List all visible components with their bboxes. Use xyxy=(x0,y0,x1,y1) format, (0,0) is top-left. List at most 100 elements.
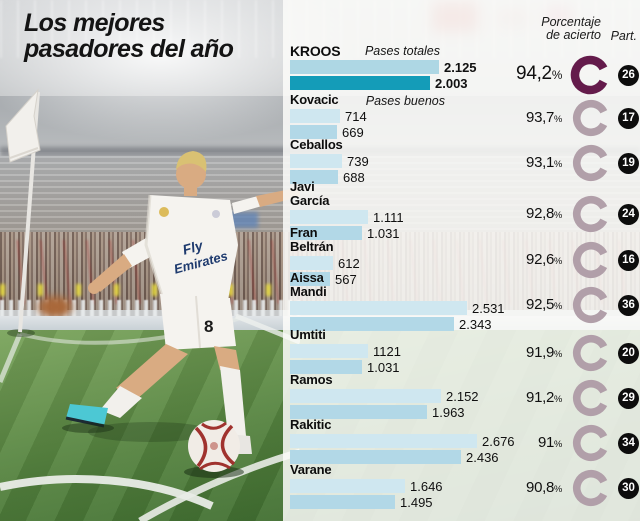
participation-badge: 36 xyxy=(618,294,639,316)
accuracy-number: 90,8 xyxy=(526,479,555,496)
total-passes-value: 2.676 xyxy=(482,433,515,449)
player-row: Umtiti 1121 1.031 91,9% 20 xyxy=(290,328,640,388)
accuracy-ring-icon xyxy=(572,99,610,137)
participation-badge: 30 xyxy=(618,477,639,499)
good-passes-bar xyxy=(290,125,337,139)
player-name: García xyxy=(290,193,330,208)
accuracy-number: 91,9 xyxy=(526,344,555,361)
good-passes-line: 2.003 xyxy=(290,75,640,91)
hair xyxy=(176,151,207,172)
accuracy-value: 92,5% xyxy=(452,296,562,313)
accuracy-ring-icon xyxy=(572,286,610,324)
total-passes-value: 1121 xyxy=(373,343,401,359)
total-passes-line: 1121 xyxy=(290,343,640,359)
player-name-block: Rakitic xyxy=(290,418,640,432)
accuracy-ring-icon xyxy=(570,55,610,95)
accuracy-ring-icon xyxy=(572,334,610,372)
good-passes-value: 2.003 xyxy=(435,75,468,91)
total-passes-line: 2.125 xyxy=(290,59,640,75)
total-passes-line: 2.531 xyxy=(290,301,640,316)
total-passes-bar xyxy=(290,344,368,358)
participation-badge: 19 xyxy=(618,152,639,174)
player-name: Kovacic xyxy=(290,92,339,107)
player-name: Rakitic xyxy=(290,417,332,432)
ball xyxy=(184,420,244,478)
accuracy-value: 92,6% xyxy=(452,251,562,268)
accuracy-number: 92,6 xyxy=(526,251,555,268)
participation-badge: 34 xyxy=(618,432,639,454)
accuracy-value: 91% xyxy=(452,434,562,451)
accuracy-number: 92,5 xyxy=(526,296,555,313)
total-passes-value: 714 xyxy=(345,108,367,124)
total-passes-value: 2.152 xyxy=(446,388,479,404)
accuracy-ring-icon xyxy=(572,379,610,417)
good-passes-bar xyxy=(290,360,362,374)
club-crest xyxy=(159,207,169,217)
participation-badge: 20 xyxy=(618,342,639,364)
player-name: Ceballos xyxy=(290,137,343,152)
good-passes-value: 669 xyxy=(342,124,364,140)
good-passes-bar xyxy=(290,495,395,509)
total-passes-value: 1.646 xyxy=(410,478,443,494)
participation-badge: 17 xyxy=(618,107,639,129)
player-name-block: Aissa Mandi xyxy=(290,271,640,299)
player-name-block: Ramos xyxy=(290,373,640,387)
total-passes-bar xyxy=(290,210,368,224)
total-passes-bar xyxy=(290,301,467,315)
good-passes-value: 1.963 xyxy=(432,404,465,420)
percent-sign: % xyxy=(554,439,562,449)
total-passes-bar xyxy=(290,154,342,168)
good-passes-bar xyxy=(290,76,430,90)
player-name: Ramos xyxy=(290,372,333,387)
player: Fly Emirates 8 xyxy=(62,151,300,454)
title-line1: Los mejores xyxy=(24,9,165,37)
good-passes-line: 1.495 xyxy=(290,495,640,510)
player-name: Beltrán xyxy=(290,239,334,254)
player-row: Ceballos 739 688 93,1% 19 xyxy=(290,138,640,198)
accuracy-value: 93,7% xyxy=(452,109,562,126)
player-name-block: Javi García xyxy=(290,180,640,208)
good-passes-value: 1.031 xyxy=(367,359,400,375)
player-name-block: Ceballos xyxy=(290,138,640,152)
good-passes-value: 688 xyxy=(343,169,365,185)
good-passes-bar xyxy=(290,272,330,286)
accuracy-number: 94,2 xyxy=(516,63,552,84)
percent-sign: % xyxy=(554,484,562,494)
player-illustration: Fly Emirates 8 xyxy=(0,88,300,521)
good-passes-value: 567 xyxy=(335,271,357,287)
participation-badge: 16 xyxy=(618,249,639,271)
accuracy-column-header: Porcentaje de acierto xyxy=(541,16,601,42)
percent-sign: % xyxy=(554,301,562,311)
accuracy-number: 92,8 xyxy=(526,205,555,222)
total-passes-value: 2.125 xyxy=(444,59,477,75)
good-passes-value: 2.343 xyxy=(459,316,492,332)
good-passes-bar xyxy=(290,226,362,240)
accuracy-ring-icon xyxy=(572,241,610,279)
legend-good-passes: Pases buenos xyxy=(365,94,445,108)
accuracy-value: 91,9% xyxy=(452,344,562,361)
total-passes-line: 1.646 xyxy=(290,478,640,494)
accuracy-value: 92,8% xyxy=(452,205,562,222)
infographic-title: Los mejores pasadores del año xyxy=(24,9,234,62)
player-name-block: Varane xyxy=(290,463,640,477)
accuracy-value: 91,2% xyxy=(452,389,562,406)
accuracy-number: 93,7 xyxy=(526,109,555,126)
accuracy-value: 93,1% xyxy=(452,154,562,171)
percent-sign: % xyxy=(554,349,562,359)
good-passes-line: 2.343 xyxy=(290,316,640,332)
good-passes-line: 688 xyxy=(290,169,640,185)
good-passes-bar xyxy=(290,450,461,464)
corner-flag xyxy=(5,88,41,337)
total-passes-bar xyxy=(290,389,441,403)
player-name: Mandi xyxy=(290,284,327,299)
good-passes-line: 567 xyxy=(290,271,640,287)
player-row: Ramos 2.152 1.963 91,2% 29 xyxy=(290,373,640,433)
percent-sign: % xyxy=(554,159,562,169)
good-passes-value: 1.031 xyxy=(367,225,400,241)
participation-badge: 26 xyxy=(618,64,639,86)
accuracy-number: 91 xyxy=(537,434,555,451)
participation-badge: 29 xyxy=(618,387,639,409)
percent-sign: % xyxy=(554,114,562,124)
total-passes-bar xyxy=(290,256,333,270)
good-passes-value: 2.436 xyxy=(466,449,499,465)
